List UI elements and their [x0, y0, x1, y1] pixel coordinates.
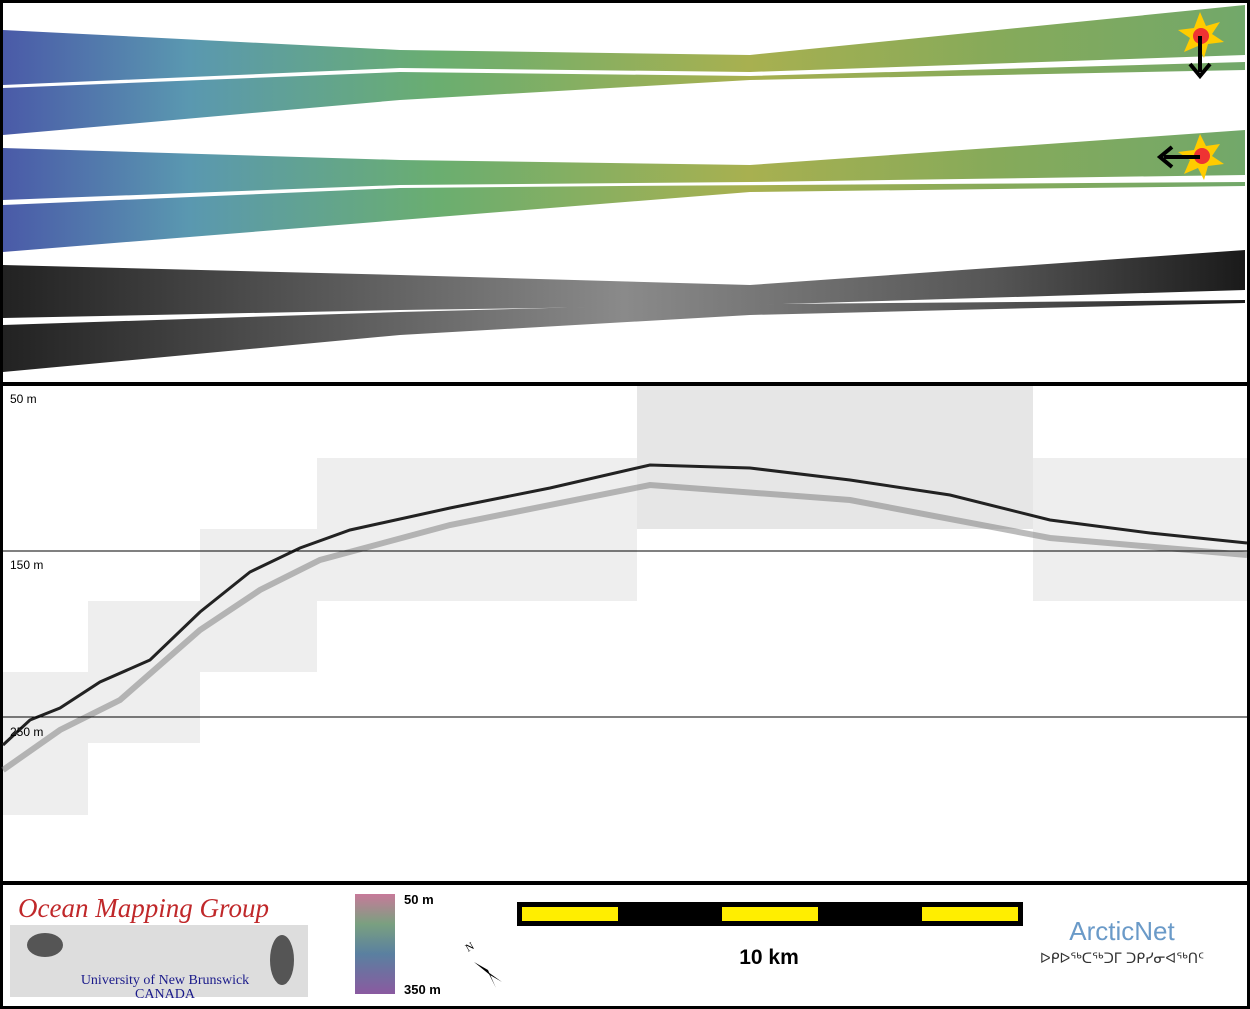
scale-label: 10 km	[739, 946, 799, 969]
sonar-swath	[3, 300, 1245, 372]
north-label: N	[464, 940, 477, 954]
sun-icon	[1178, 12, 1224, 80]
profile-tile	[317, 458, 637, 601]
arcticnet-name: ArcticNet	[1069, 916, 1175, 946]
divider	[0, 881, 1250, 885]
colorbar-label: 50 m	[404, 892, 434, 907]
logo-graphic	[27, 933, 63, 957]
profile-tile	[200, 529, 317, 672]
depth-label: 150 m	[10, 558, 43, 572]
scale-bar: 10 km	[517, 902, 1023, 969]
swath-panel	[3, 5, 1245, 372]
depth-label: 50 m	[10, 392, 37, 406]
bathymetry-swath	[3, 130, 1245, 200]
profile-tile	[88, 601, 200, 743]
depth-label: 250 m	[10, 725, 43, 739]
colorbar-label: 350 m	[404, 982, 441, 997]
logo-line: University of New Brunswick	[81, 973, 249, 988]
north-arrow: N	[464, 940, 502, 988]
logo-background	[10, 925, 308, 997]
bathymetry-swath	[3, 182, 1245, 252]
logo-line: CANADA	[135, 987, 196, 1002]
logo-title: Ocean Mapping Group	[18, 893, 269, 923]
arcticnet-syllabics: ᐅᑭᐅᖅᑕᖅᑐᒥ ᑐᑭᓯᓂᐊᖅᑎᑦ	[1040, 951, 1204, 967]
sonar-swath	[3, 250, 1245, 318]
logo-graphic	[270, 935, 294, 985]
profile-tile	[637, 386, 1033, 529]
profile-panel: 50 m 150 m 250 m	[1, 386, 1248, 815]
colorbar	[355, 894, 395, 994]
subsurface-reflector	[1, 481, 1248, 773]
bathymetry-swath	[3, 5, 1245, 85]
seafloor-reflector	[1, 463, 1248, 747]
divider	[0, 382, 1250, 386]
sun-icon	[1156, 134, 1224, 180]
bathymetry-swath	[3, 62, 1245, 135]
profile-tile	[1033, 458, 1247, 601]
logo: Ocean Mapping Group University of New Br…	[10, 893, 308, 1002]
